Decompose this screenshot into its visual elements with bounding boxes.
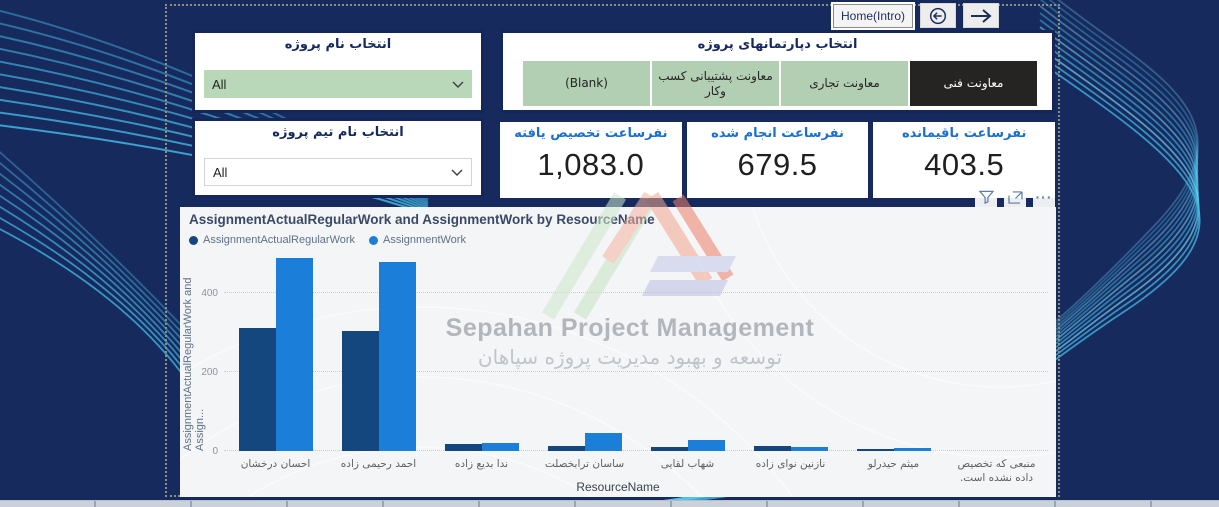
bar-group [224,253,327,451]
legend-item[interactable]: AssignmentActualRegularWork [189,234,355,246]
y-tick-label: 400 [201,287,218,299]
top-navigation: Home(Intro) [833,3,1000,28]
x-axis-label: ندا بدیع زاده [454,458,509,470]
plot-area: 0 200 400 احسان درخشان احمد رحیمی زاده ندا ب… [201,253,1048,485]
y-axis-title: AssignmentActualRegularWork and Assign..… [182,277,206,451]
kpi-value: 403.5 [924,147,1005,182]
kpi-card[interactable]: نفرساعت تخصیص یافته 1,083.0 [500,122,682,198]
chevron-down-icon [452,81,464,88]
home-button[interactable]: Home(Intro) [833,3,914,28]
focus-mode-icon [1007,190,1023,204]
bar-group [739,253,842,451]
bar[interactable] [238,328,276,451]
kpi-cards: نفرساعت تخصیص یافته 1,083.0 نفرساعت انجام … [500,122,1056,198]
focus-mode-button[interactable] [1004,187,1026,207]
legend-dot-icon [369,235,379,245]
legend-item[interactable]: AssignmentWork [369,234,466,246]
kpi-value: 1,083.0 [537,147,645,182]
visual-filter-button[interactable] [975,187,997,207]
bar[interactable] [444,444,482,451]
visual-toolbar: ··· [975,187,1055,207]
project-filter-panel: انتخاب نام پروژه All [192,30,484,113]
bar-chart-visual[interactable]: AssignmentActualRegularWork and Assignme… [180,207,1056,497]
legend-label: AssignmentActualRegularWork [203,234,356,246]
project-filter-title: انتخاب نام پروژه [284,37,392,52]
forward-arrow-icon [971,8,992,23]
department-options: (Blank) معاونت پشتیبانی کسب وکار معاونت تج… [523,61,1037,106]
forward-button[interactable] [963,3,1000,28]
department-filter-panel: انتخاب دپارتمانهای پروژه (Blank) معاونت پ… [500,30,1055,113]
project-dropdown[interactable]: All [204,70,472,98]
back-circle-arrow-icon [929,7,947,24]
bar[interactable] [856,449,894,451]
bar[interactable] [378,261,416,451]
team-filter-panel: انتخاب نام تیم پروژه All [192,118,484,198]
more-options-button[interactable]: ··· [1033,187,1055,207]
x-axis-title: ResourceName [576,480,660,494]
kpi-title: نفرساعت تخصیص یافته [514,126,668,141]
bar[interactable] [341,331,379,451]
bar[interactable] [753,445,791,451]
chart-legend: AssignmentActualRegularWork AssignmentWor… [189,234,466,246]
x-axis-label: احمد رحیمی زاده [340,458,417,470]
chart-title: AssignmentActualRegularWork and Assignme… [189,212,655,227]
y-tick-label: 200 [201,366,218,378]
department-option[interactable]: معاونت پشتیبانی کسب وکار [652,61,779,106]
ellipsis-icon: ··· [1035,189,1053,205]
bar[interactable] [275,257,313,451]
bar[interactable] [687,439,725,451]
bar[interactable] [481,443,519,451]
bar-group [327,253,430,451]
team-dropdown[interactable]: All [204,158,472,186]
y-tick-label: 0 [212,446,218,457]
bars-area: 0 200 400 [201,253,1048,457]
department-option[interactable]: معاونت تجاری [781,61,908,106]
project-dropdown-value: All [212,76,227,92]
department-option[interactable]: (Blank) [523,61,650,106]
legend-dot-icon [189,235,198,245]
bar-group [430,253,533,451]
bar-group [533,253,636,451]
back-button[interactable] [920,3,957,28]
kpi-value: 679.5 [737,147,818,182]
bar[interactable] [893,448,931,451]
chevron-down-icon [451,169,463,176]
department-option[interactable]: معاونت فنی [910,61,1037,106]
bar-group [842,253,945,451]
x-axis-label: احسان درخشان [240,458,311,470]
bar[interactable] [584,433,622,451]
department-filter-title: انتخاب دپارتمانهای پروژه [697,37,858,52]
bottom-scrollbar[interactable] [0,500,1219,507]
bar[interactable] [790,447,828,451]
team-dropdown-value: All [213,164,228,180]
team-filter-title: انتخاب نام تیم پروژه [272,125,404,140]
kpi-title: نفرساعت باقیمانده [901,126,1027,141]
legend-label: AssignmentWork [383,234,466,246]
funnel-icon [978,190,994,204]
bar-group [636,253,739,451]
kpi-title: نفرساعت انجام شده [711,126,844,141]
bar[interactable] [650,446,688,451]
bar-group [945,253,1048,451]
kpi-card[interactable]: نفرساعت انجام شده 679.5 [686,122,869,198]
bar[interactable] [547,445,585,451]
